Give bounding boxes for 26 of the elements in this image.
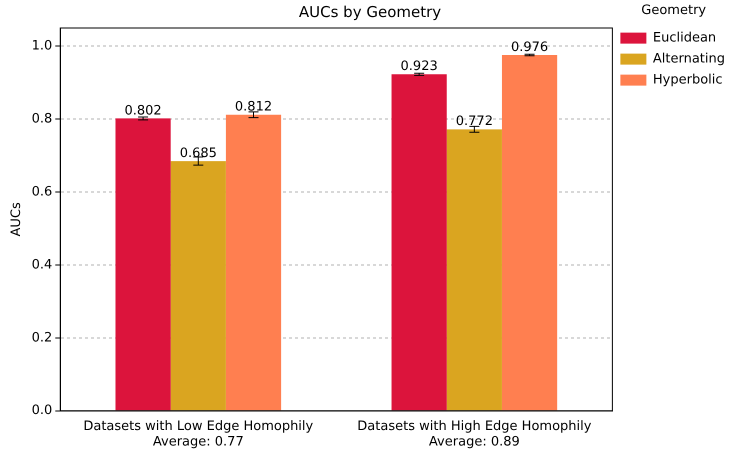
y-tick-label: 0.2 <box>32 330 52 346</box>
y-tick-label: 0.4 <box>32 257 52 272</box>
legend-label: Alternating <box>652 51 726 66</box>
legend-label: Hyperbolic <box>652 72 723 88</box>
data-label: 0.812 <box>234 100 272 115</box>
x-tick-label: Datasets with Low Edge Homophily Average: 0.77 <box>83 418 314 450</box>
bar <box>446 129 502 410</box>
y-tick-label: 0.0 <box>32 403 52 418</box>
bar <box>115 118 171 410</box>
legend-title: Geometry <box>641 2 706 18</box>
data-label: 0.802 <box>124 103 162 118</box>
bar <box>392 74 447 410</box>
legend-label: Euclidean <box>652 30 716 46</box>
x-tick-label: Datasets with High Edge Homophily Average: 0.89 <box>357 418 592 450</box>
bar <box>226 114 282 410</box>
data-label: 0.976 <box>510 40 548 55</box>
y-axis-title: AUCs <box>9 202 24 237</box>
bar <box>502 54 558 410</box>
data-label: 0.772 <box>456 114 493 130</box>
y-tick-label: 0.8 <box>32 112 52 127</box>
y-tick-label: 1.0 <box>32 38 52 54</box>
data-label: 0.685 <box>180 146 217 161</box>
bar <box>170 161 226 410</box>
y-tick-label: 0.6 <box>32 184 52 200</box>
chart-title: AUCs by Geometry <box>298 2 442 21</box>
data-label: 0.923 <box>400 59 438 74</box>
